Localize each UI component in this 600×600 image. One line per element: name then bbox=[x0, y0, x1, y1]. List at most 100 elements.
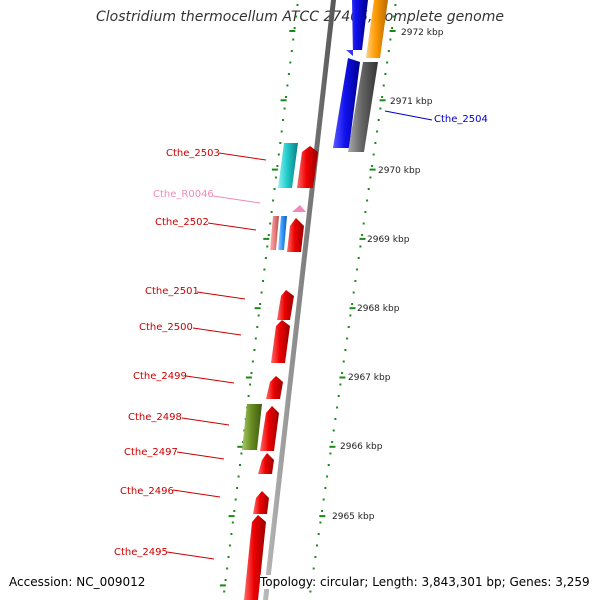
right-ruler-dot-tick bbox=[379, 99, 386, 102]
leader-line-cthe-2502 bbox=[207, 222, 257, 231]
gene-label-cthe-2496[interactable]: Cthe_2496 bbox=[120, 486, 174, 497]
cog-box-cthe-2503-cyan bbox=[278, 143, 298, 188]
ruler-tick-label: 2968 kbp bbox=[357, 304, 400, 314]
leader-line-cthe-2503 bbox=[218, 152, 267, 161]
right-ruler-dot-tick bbox=[329, 445, 336, 448]
ruler-tick-label: 2971 kbp bbox=[390, 97, 433, 107]
gene-label-cthe-2504[interactable]: Cthe_2504 bbox=[434, 114, 488, 125]
right-ruler-dot bbox=[346, 337, 349, 340]
left-ruler-dot-tick bbox=[228, 515, 235, 518]
left-ruler-dot bbox=[292, 38, 295, 41]
left-ruler-dot bbox=[273, 188, 276, 190]
cds-arrow-cthe-2499 bbox=[266, 376, 283, 399]
cds-arrow-cthe-2496 bbox=[253, 491, 269, 514]
right-ruler-dot bbox=[317, 533, 320, 535]
left-ruler-dot bbox=[267, 234, 270, 236]
right-ruler-dot bbox=[324, 487, 327, 489]
left-ruler-dot bbox=[231, 521, 234, 524]
cds-arrow-cthe-2501 bbox=[277, 290, 294, 320]
left-ruler-dot bbox=[259, 303, 262, 305]
leader-line-cthe-2504 bbox=[384, 110, 433, 121]
right-ruler-dot bbox=[367, 188, 370, 190]
gene-label-cthe-2497[interactable]: Cthe_2497 bbox=[124, 447, 178, 458]
right-ruler-dot bbox=[382, 84, 385, 87]
ruler-tick-label: 2966 kbp bbox=[340, 442, 383, 452]
left-ruler-dot bbox=[257, 314, 260, 317]
right-ruler-dot bbox=[364, 211, 367, 213]
gene-label-cthe-2499[interactable]: Cthe_2499 bbox=[133, 371, 187, 382]
genome-backbone bbox=[263, 0, 336, 600]
right-ruler-dot bbox=[359, 245, 362, 248]
right-ruler-dot bbox=[381, 96, 384, 98]
left-ruler-dot bbox=[287, 73, 290, 75]
left-ruler-dot-tick bbox=[271, 168, 278, 171]
ruler-tick-label: 2967 kbp bbox=[348, 373, 391, 383]
leader-line-cthe-2500 bbox=[192, 327, 242, 336]
gene-label-cthe-2500[interactable]: Cthe_2500 bbox=[139, 322, 193, 333]
right-ruler-dot-tick bbox=[319, 515, 326, 518]
right-ruler-dot bbox=[354, 280, 357, 282]
right-ruler-dot bbox=[341, 372, 344, 374]
left-ruler-dot bbox=[286, 84, 289, 87]
right-ruler-dot bbox=[316, 544, 318, 547]
left-ruler-dot bbox=[266, 245, 269, 248]
right-ruler-dot bbox=[314, 556, 317, 558]
right-ruler-dot bbox=[312, 567, 315, 570]
accession-text: Accession: NC_009012 bbox=[9, 575, 146, 589]
gene-label-cthe-2502[interactable]: Cthe_2502 bbox=[155, 217, 209, 228]
map-title: Clostridium thermocellum ATCC 27405, com… bbox=[96, 9, 504, 25]
left-ruler-dot bbox=[226, 567, 229, 570]
gene-label-cthe-2495[interactable]: Cthe_2495 bbox=[114, 547, 168, 558]
ruler-tick-label: 2970 kbp bbox=[378, 166, 421, 176]
left-ruler-dot bbox=[253, 349, 256, 351]
left-ruler-dot bbox=[227, 556, 230, 558]
left-ruler-dot bbox=[240, 452, 243, 455]
right-ruler-dot bbox=[392, 15, 395, 18]
left-ruler-dot bbox=[256, 326, 259, 328]
left-ruler-dot bbox=[260, 291, 263, 294]
left-ruler-dot bbox=[274, 176, 277, 179]
right-ruler-dot bbox=[322, 498, 325, 501]
left-ruler-dot bbox=[280, 130, 283, 133]
ruler-tick-label: 2965 kbp bbox=[332, 512, 375, 522]
right-ruler-dot bbox=[356, 268, 359, 271]
ruler-tick-label: 2969 kbp bbox=[367, 235, 410, 245]
cog-box-cthe-2498-olive bbox=[242, 404, 262, 450]
leader-line-cthe-2495 bbox=[166, 551, 215, 560]
leader-line-cthe-2496 bbox=[172, 489, 221, 498]
left-ruler-dot bbox=[234, 498, 237, 501]
right-ruler-dot bbox=[386, 61, 389, 64]
right-ruler-dot bbox=[334, 418, 337, 420]
right-ruler-dot-tick bbox=[369, 168, 376, 171]
right-ruler-dot bbox=[362, 222, 365, 225]
left-ruler-dot bbox=[285, 96, 287, 98]
topology-text: Topology: circular; Length: 3,843,301 bp… bbox=[260, 575, 590, 589]
gene-label-cthe-r0046[interactable]: Cthe_R0046 bbox=[153, 189, 214, 200]
left-ruler-dot bbox=[276, 165, 279, 167]
gene-label-cthe-2501[interactable]: Cthe_2501 bbox=[145, 286, 199, 297]
right-ruler-dot bbox=[389, 38, 392, 41]
right-ruler-dot bbox=[369, 176, 372, 179]
left-ruler-dot bbox=[249, 383, 252, 386]
right-ruler-dot bbox=[331, 441, 334, 443]
right-ruler-dot bbox=[387, 50, 390, 52]
cog-box-cthe-2502-pink bbox=[270, 216, 279, 250]
right-ruler-dot bbox=[376, 130, 379, 133]
rna-marker-cthe-r0046 bbox=[292, 205, 306, 212]
left-ruler-dot bbox=[269, 222, 272, 225]
gene-label-cthe-2498[interactable]: Cthe_2498 bbox=[128, 412, 182, 423]
left-ruler-dot-tick bbox=[289, 30, 296, 32]
leader-line-cthe-2498 bbox=[181, 417, 230, 426]
cds-arrow-cthe-2504 bbox=[333, 58, 360, 148]
right-ruler-dot bbox=[361, 234, 364, 236]
right-ruler-dot bbox=[326, 475, 329, 478]
left-ruler-dot bbox=[270, 211, 273, 213]
cog-box-top-orange bbox=[366, 0, 388, 58]
right-ruler-dot bbox=[377, 119, 380, 121]
cds-arrow-cthe-2503 bbox=[297, 146, 318, 188]
right-ruler-dot bbox=[357, 257, 360, 259]
right-ruler-dot bbox=[327, 464, 330, 466]
gene-label-cthe-2503[interactable]: Cthe_2503 bbox=[166, 148, 220, 159]
left-ruler-dot bbox=[296, 4, 299, 6]
